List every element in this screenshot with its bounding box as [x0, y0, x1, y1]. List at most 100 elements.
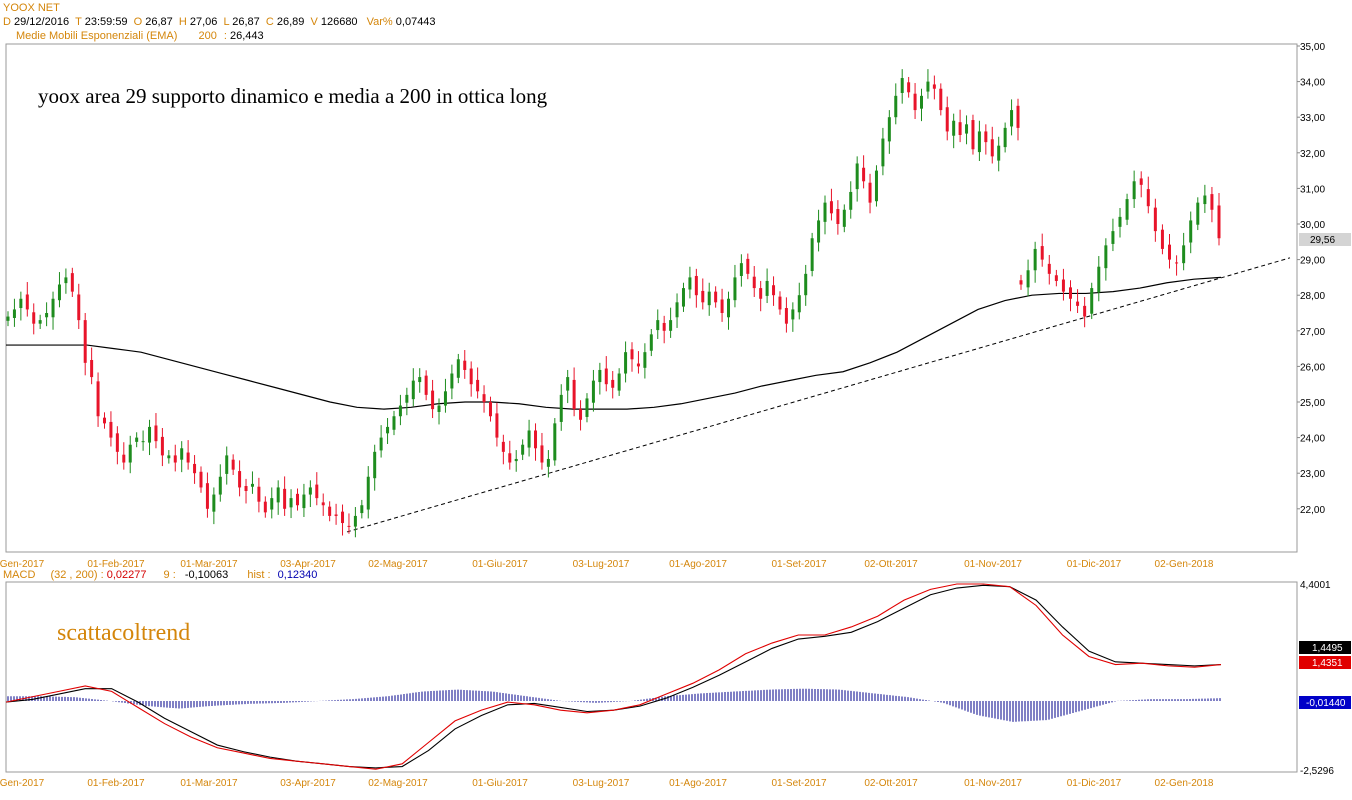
macd-histogram: [7, 688, 1221, 722]
candle-body: [694, 275, 698, 296]
price-tick-label: 32,00: [1300, 149, 1325, 160]
candle-body: [990, 139, 994, 157]
macd-line: [5, 583, 1222, 770]
candle-body: [1010, 110, 1014, 127]
candle-body: [25, 294, 29, 310]
candle-body: [424, 375, 428, 395]
macd-date-tick-label: 01-Dic-2017: [1067, 778, 1122, 789]
var-value: 0,07443: [395, 16, 436, 28]
candle-body: [476, 379, 480, 392]
candle-body: [649, 334, 653, 351]
candle-body: [656, 320, 660, 331]
date-tick-label: 02-Ott-2017: [864, 559, 918, 570]
date-tick-label: 01-Nov-2017: [964, 559, 1022, 570]
open-value: 26,87: [145, 16, 173, 28]
candle-body: [984, 131, 988, 143]
price-tick-label: 31,00: [1300, 184, 1325, 195]
candle-body: [849, 191, 853, 210]
candle-body: [559, 394, 563, 422]
candle-body: [302, 494, 306, 509]
last-price-label: 29,56: [1310, 235, 1335, 246]
candle-body: [1016, 105, 1020, 128]
price-x-axis: Gen-2017 01-Feb-2017 01-Mar-2017 03-Apr-201…: [0, 559, 1214, 570]
candle-body: [1217, 205, 1221, 239]
candle-body: [1040, 246, 1044, 260]
candle-body: [450, 373, 454, 389]
macd-date-tick-label: 03-Apr-2017: [280, 778, 336, 789]
candle-body: [1033, 248, 1037, 271]
macd-plot-area: [5, 581, 1298, 773]
candle-body: [1118, 216, 1122, 227]
candle-body: [469, 368, 473, 385]
candle-body: [868, 182, 872, 203]
candle-body: [514, 458, 518, 462]
candle-body: [250, 483, 254, 487]
volume-value: 126680: [320, 16, 358, 28]
date-tick-label: 01-Set-2017: [771, 559, 826, 570]
candle-body: [1189, 220, 1193, 243]
date-tick-label: 01-Mar-2017: [180, 559, 238, 570]
candle-body: [572, 379, 576, 410]
trendline-path: [346, 257, 1291, 533]
signal-badge: [1299, 641, 1351, 654]
candle-body: [353, 515, 357, 527]
candle-body: [862, 167, 866, 182]
macd-date-tick-label: 01-Nov-2017: [964, 778, 1022, 789]
hist-value: 0,12340: [277, 569, 318, 581]
candle-body: [83, 320, 87, 363]
low-value: 26,87: [232, 16, 260, 28]
candle-body: [398, 405, 402, 417]
candle-body: [456, 359, 460, 378]
candle-body: [688, 277, 692, 290]
signal-value: -0,10063: [184, 569, 229, 581]
candle-body: [675, 302, 679, 318]
candle-body: [57, 284, 61, 301]
candle-body: [1097, 266, 1101, 293]
ema-polyline: [6, 276, 1222, 410]
price-tick-label: 26,00: [1300, 362, 1325, 373]
candle-body: [739, 263, 743, 276]
candle-body: [257, 486, 261, 502]
candle-body: [1076, 301, 1080, 306]
candle-body: [1210, 194, 1214, 210]
candle-body: [681, 288, 685, 307]
candle-body: [128, 444, 132, 463]
candle-body: [405, 394, 409, 403]
ema-legend: Medie Mobili Esponenziali (EMA) 200 : 26…: [16, 30, 264, 42]
hist-label: hist :: [247, 569, 271, 581]
candle-body: [366, 476, 370, 510]
candle-body: [19, 298, 23, 309]
candle-body: [148, 426, 152, 443]
price-tick-label: 30,00: [1300, 220, 1325, 231]
candle-body: [566, 377, 570, 391]
date-tick-label: 03-Apr-2017: [280, 559, 336, 570]
candle-body: [122, 454, 126, 463]
high-value: 27,06: [189, 16, 218, 28]
candle-body: [341, 511, 345, 524]
candle-body: [823, 202, 827, 222]
candle-body: [1026, 270, 1030, 288]
candle-body: [881, 138, 885, 167]
candle-body: [70, 273, 74, 292]
date-tick-label: 02-Mag-2017: [368, 559, 428, 570]
candle-body: [1139, 178, 1143, 185]
candle-body: [45, 313, 49, 318]
candle-body: [720, 299, 724, 313]
candles: [6, 69, 1221, 538]
candle-body: [238, 471, 242, 488]
ema-200-line: [6, 276, 1222, 410]
candle-body: [1047, 263, 1051, 274]
signal-period: 9 :: [163, 569, 176, 581]
candle-body: [797, 295, 801, 313]
candle-body: [6, 316, 10, 321]
d-label: D: [3, 16, 11, 28]
macd-date-tick-label: 01-Set-2017: [771, 778, 826, 789]
candle-body: [276, 487, 280, 503]
last-price-badge: [1299, 233, 1351, 246]
t-label: T: [75, 16, 82, 28]
candle-body: [617, 373, 621, 391]
candle-body: [495, 413, 499, 438]
candle-body: [463, 360, 467, 370]
candle-body: [778, 296, 782, 310]
price-y-axis: 35,00 34,00 33,00 32,00 31,00 30,00 29,00 28,00…: [1297, 42, 1325, 516]
